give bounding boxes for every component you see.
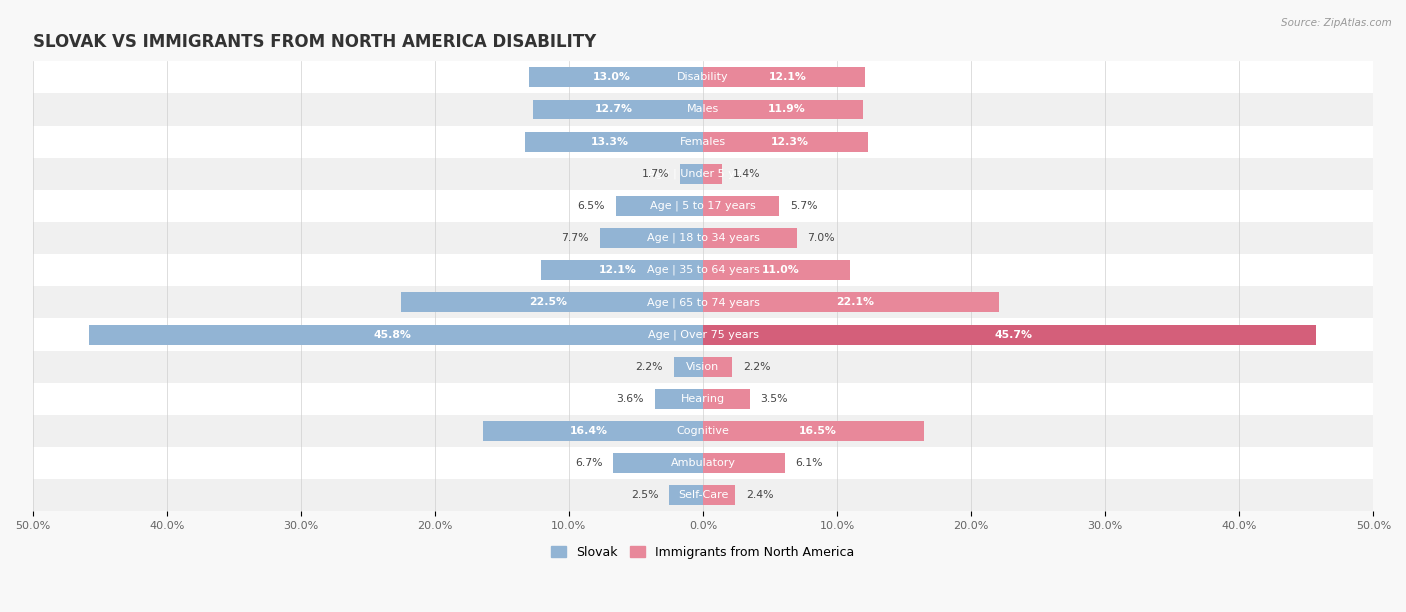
- Text: 16.4%: 16.4%: [569, 426, 607, 436]
- Bar: [703, 357, 733, 376]
- Text: Females: Females: [681, 136, 725, 147]
- Text: Age | Under 5 years: Age | Under 5 years: [648, 168, 758, 179]
- Text: Males: Males: [688, 105, 718, 114]
- Bar: [541, 260, 703, 280]
- Text: SLOVAK VS IMMIGRANTS FROM NORTH AMERICA DISABILITY: SLOVAK VS IMMIGRANTS FROM NORTH AMERICA …: [32, 34, 596, 51]
- Text: 22.5%: 22.5%: [529, 297, 567, 307]
- Bar: [703, 260, 851, 280]
- Text: 45.8%: 45.8%: [373, 329, 411, 340]
- Bar: [32, 286, 1374, 318]
- Text: Age | 5 to 17 years: Age | 5 to 17 years: [650, 201, 756, 211]
- Text: 6.5%: 6.5%: [578, 201, 605, 211]
- Text: 45.7%: 45.7%: [994, 329, 1032, 340]
- Bar: [703, 421, 924, 441]
- Bar: [32, 415, 1374, 447]
- Text: 12.7%: 12.7%: [595, 105, 633, 114]
- Text: Age | 65 to 74 years: Age | 65 to 74 years: [647, 297, 759, 308]
- Bar: [669, 485, 703, 506]
- Bar: [32, 351, 1374, 382]
- Text: 5.7%: 5.7%: [790, 201, 818, 211]
- Bar: [32, 479, 1374, 512]
- Bar: [703, 485, 735, 506]
- Text: 7.7%: 7.7%: [561, 233, 589, 243]
- Bar: [703, 453, 785, 473]
- Bar: [32, 447, 1374, 479]
- Text: 1.7%: 1.7%: [643, 169, 669, 179]
- Text: Age | 18 to 34 years: Age | 18 to 34 years: [647, 233, 759, 244]
- Bar: [616, 196, 703, 216]
- Bar: [32, 61, 1374, 94]
- Text: 11.0%: 11.0%: [762, 265, 800, 275]
- Bar: [703, 389, 749, 409]
- Bar: [32, 94, 1374, 125]
- Bar: [524, 132, 703, 152]
- Bar: [32, 254, 1374, 286]
- Bar: [32, 190, 1374, 222]
- Bar: [655, 389, 703, 409]
- Text: Source: ZipAtlas.com: Source: ZipAtlas.com: [1281, 18, 1392, 28]
- Text: Disability: Disability: [678, 72, 728, 83]
- Bar: [484, 421, 703, 441]
- Text: 16.5%: 16.5%: [799, 426, 837, 436]
- Bar: [533, 100, 703, 119]
- Bar: [703, 132, 868, 152]
- Text: 12.1%: 12.1%: [599, 265, 637, 275]
- Bar: [703, 324, 1316, 345]
- Text: Age | Over 75 years: Age | Over 75 years: [648, 329, 758, 340]
- Text: Cognitive: Cognitive: [676, 426, 730, 436]
- Text: 13.0%: 13.0%: [593, 72, 631, 83]
- Text: Vision: Vision: [686, 362, 720, 371]
- Text: 12.3%: 12.3%: [770, 136, 808, 147]
- Bar: [32, 222, 1374, 254]
- Text: 2.5%: 2.5%: [631, 490, 659, 501]
- Bar: [703, 293, 1000, 312]
- Text: Hearing: Hearing: [681, 394, 725, 404]
- Text: 22.1%: 22.1%: [837, 297, 875, 307]
- Bar: [613, 453, 703, 473]
- Text: Self-Care: Self-Care: [678, 490, 728, 501]
- Bar: [703, 164, 721, 184]
- Text: Age | 35 to 64 years: Age | 35 to 64 years: [647, 265, 759, 275]
- Bar: [401, 293, 703, 312]
- Text: 6.7%: 6.7%: [575, 458, 602, 468]
- Text: 1.4%: 1.4%: [733, 169, 761, 179]
- Text: 2.4%: 2.4%: [747, 490, 773, 501]
- Bar: [703, 228, 797, 248]
- Text: 6.1%: 6.1%: [796, 458, 823, 468]
- Text: Ambulatory: Ambulatory: [671, 458, 735, 468]
- Bar: [703, 67, 865, 88]
- Bar: [32, 382, 1374, 415]
- Text: 7.0%: 7.0%: [807, 233, 835, 243]
- Bar: [703, 100, 862, 119]
- Text: 3.6%: 3.6%: [616, 394, 644, 404]
- Bar: [32, 158, 1374, 190]
- Text: 3.5%: 3.5%: [761, 394, 789, 404]
- Text: 12.1%: 12.1%: [769, 72, 807, 83]
- Bar: [673, 357, 703, 376]
- Bar: [529, 67, 703, 88]
- Bar: [89, 324, 703, 345]
- Bar: [600, 228, 703, 248]
- Legend: Slovak, Immigrants from North America: Slovak, Immigrants from North America: [547, 540, 859, 564]
- Text: 2.2%: 2.2%: [744, 362, 770, 371]
- Bar: [32, 318, 1374, 351]
- Bar: [681, 164, 703, 184]
- Bar: [32, 125, 1374, 158]
- Bar: [703, 196, 779, 216]
- Text: 13.3%: 13.3%: [591, 136, 628, 147]
- Text: 11.9%: 11.9%: [768, 105, 806, 114]
- Text: 2.2%: 2.2%: [636, 362, 662, 371]
